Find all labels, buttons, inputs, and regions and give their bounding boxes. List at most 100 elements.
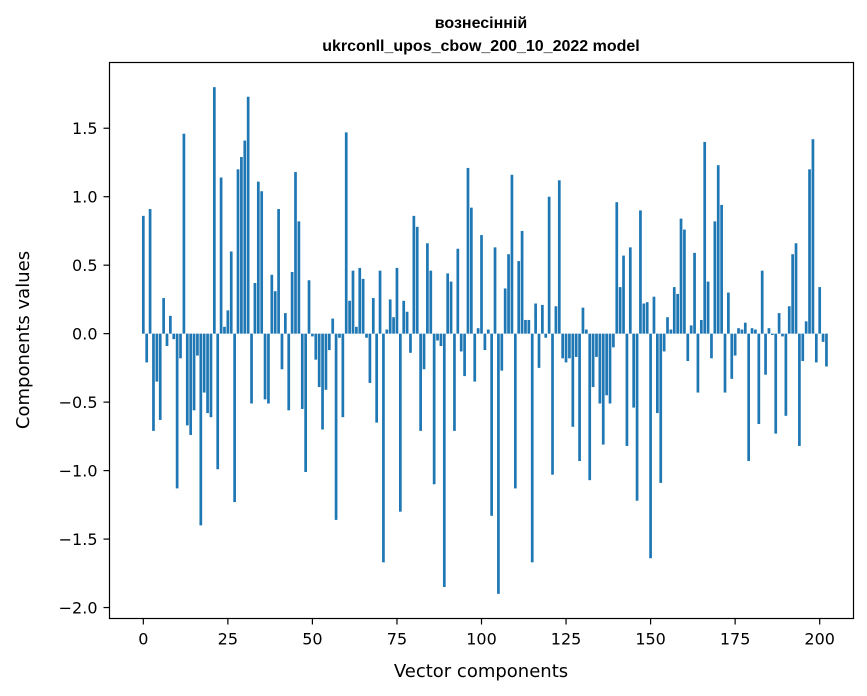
bar-165 [699,319,703,334]
x-tick-label: 100 [466,630,497,649]
bar-28 [236,169,240,334]
bar-37 [267,333,270,404]
x-tick-label: 50 [302,630,322,649]
bar-200 [818,287,822,334]
bar-47 [300,333,304,409]
bar-112 [520,230,524,334]
bar-193 [794,243,798,334]
bar-116 [534,303,537,334]
bar-159 [679,218,683,334]
bar-177 [740,329,744,334]
bar-198 [811,139,815,334]
bar-36 [263,333,267,400]
bar-141 [618,287,622,334]
bar-33 [253,282,257,334]
bar-142 [622,255,625,334]
bar-2 [148,209,152,334]
bar-34 [256,181,260,334]
bar-7 [165,333,169,346]
bar-12 [182,133,186,334]
bar-199 [814,333,818,363]
bar-188 [777,313,781,334]
bar-186 [770,333,774,336]
y-tick-label: 1.0 [72,188,97,207]
bar-102 [486,329,490,334]
bar-140 [615,202,619,334]
bar-114 [527,319,531,334]
bar-66 [365,333,368,338]
bar-175 [733,333,737,356]
bar-67 [368,333,372,383]
bar-173 [727,292,730,334]
bar-174 [730,333,734,379]
bar-153 [659,333,663,483]
x-tick-label: 75 [387,630,407,649]
bar-99 [476,328,480,334]
bar-197 [808,169,811,334]
bar-10 [175,333,179,489]
bar-111 [517,261,521,334]
bar-138 [608,333,612,404]
bar-73 [388,299,392,334]
bar-124 [561,333,565,359]
bar-75 [395,267,399,334]
bar-40 [277,209,280,334]
bar-195 [801,333,805,362]
bar-72 [385,329,389,334]
bar-128 [574,333,578,357]
bar-8 [169,315,172,334]
bar-20 [209,333,213,418]
y-axis-label: Components values [13,251,34,429]
bar-79 [409,333,412,353]
x-tick-label: 175 [720,630,751,649]
bar-46 [297,221,301,334]
bar-202 [825,333,828,367]
bar-120 [547,196,551,334]
bar-92 [453,333,456,431]
bar-42 [284,313,287,334]
bar-135 [598,333,602,404]
bar-50 [311,333,314,337]
bar-133 [591,333,595,388]
bar-17 [199,333,203,526]
bar-164 [696,333,700,393]
bar-162 [689,325,693,334]
bar-108 [507,254,510,334]
bar-57 [334,333,338,520]
bar-82 [419,333,422,431]
bar-126 [568,333,571,359]
bar-5 [158,333,162,420]
bar-122 [554,306,558,334]
bar-69 [375,333,379,423]
bar-168 [710,333,713,359]
y-tick-label: −1.0 [59,462,98,481]
bar-107 [503,288,507,334]
bar-109 [510,174,514,334]
bar-161 [686,333,690,362]
bar-190 [784,333,788,416]
bar-104 [493,247,497,334]
bar-136 [601,333,605,445]
x-tick-label: 200 [804,630,835,649]
x-tick-label: 125 [551,630,582,649]
bar-43 [287,333,291,411]
bar-115 [530,333,534,563]
bar-156 [669,329,673,334]
bar-91 [449,281,453,334]
bar-101 [483,333,487,351]
bar-129 [578,333,581,462]
y-axis: −2.0 −1.5 −1.0 −0.5 0.0 0.5 1.0 1.5 [59,119,110,618]
bar-192 [791,254,794,334]
bar-106 [500,333,504,371]
bar-146 [635,333,639,501]
bar-89 [442,333,446,587]
bar-25 [226,310,230,334]
x-tick-label: 0 [138,630,148,649]
bar-22 [216,333,220,470]
bar-178 [743,322,747,334]
y-tick-label: 1.5 [72,119,97,138]
bar-41 [280,333,284,370]
bar-70 [378,270,382,334]
bar-98 [473,333,477,382]
